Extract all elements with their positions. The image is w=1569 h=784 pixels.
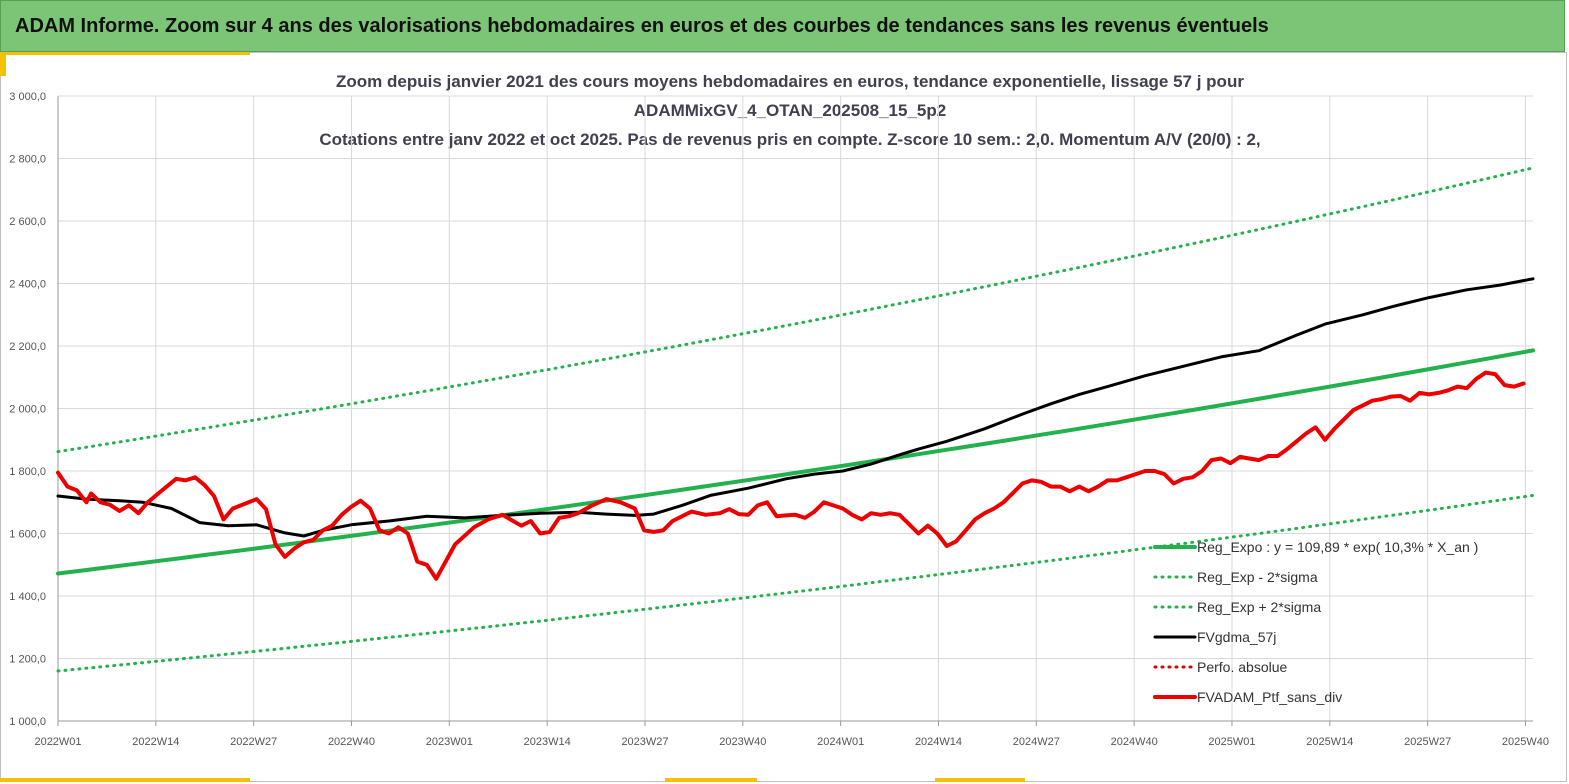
x-tick-label: 2024W27 <box>1013 736 1060 748</box>
x-tick-label: 2024W14 <box>915 736 962 748</box>
y-tick-label: 2 000,0 <box>9 404 46 416</box>
x-tick-label: 2025W27 <box>1404 736 1451 748</box>
accent-bar-bottom-left <box>0 778 250 782</box>
x-tick-label: 2022W40 <box>328 736 375 748</box>
y-tick-label: 2 400,0 <box>9 279 46 291</box>
legend-label-3: FVgdma_57j <box>1197 629 1276 645</box>
x-tick-label: 2025W14 <box>1306 736 1353 748</box>
chart-title-line-2: ADAMMixGV_4_OTAN_202508_15_5p2 <box>633 101 947 120</box>
x-tick-label: 2025W01 <box>1208 736 1255 748</box>
y-tick-label: 2 600,0 <box>9 216 46 228</box>
accent-bar-top <box>0 52 250 55</box>
chart-title-line-3: Cotations entre janv 2022 et oct 2025. P… <box>319 130 1261 149</box>
chart-title-line-1: Zoom depuis janvier 2021 des cours moyen… <box>336 72 1244 91</box>
x-tick-label: 2025W40 <box>1502 736 1549 748</box>
x-tick-label: 2023W27 <box>621 736 668 748</box>
x-tick-label: 2024W01 <box>817 736 864 748</box>
series-line-1 <box>56 493 1535 673</box>
x-tick-label: 2023W14 <box>524 736 571 748</box>
accent-bar-bottom-mid <box>665 778 757 782</box>
series-line-5 <box>56 370 1526 581</box>
x-tick-label: 2022W27 <box>230 736 277 748</box>
legend-label-2: Reg_Exp + 2*sigma <box>1197 599 1321 615</box>
accent-bar-top-left <box>0 52 6 76</box>
x-tick-label: 2022W01 <box>34 736 81 748</box>
legend-label-4: Perfo. absolue <box>1197 659 1287 675</box>
x-tick-label: 2024W40 <box>1111 736 1158 748</box>
legend-label-1: Reg_Exp - 2*sigma <box>1197 569 1318 585</box>
x-tick-label: 2023W40 <box>719 736 766 748</box>
legend-label-5: FVADAM_Ptf_sans_div <box>1197 689 1342 705</box>
y-tick-label: 1 000,0 <box>9 716 46 728</box>
accent-bar-bottom-right <box>935 778 1025 782</box>
y-tick-label: 1 600,0 <box>9 529 46 541</box>
y-tick-label: 3 000,0 <box>9 91 46 103</box>
x-tick-label: 2022W14 <box>132 736 179 748</box>
chart-frame <box>0 52 1567 782</box>
legend-label-0: Reg_Expo : y = 109,89 * exp( 10,3% * X_a… <box>1197 539 1478 555</box>
y-tick-label: 2 800,0 <box>9 154 46 166</box>
y-tick-label: 1 400,0 <box>9 591 46 603</box>
x-tick-label: 2023W01 <box>426 736 473 748</box>
header-banner: ADAM Informe. Zoom sur 4 ans des valoris… <box>0 0 1565 52</box>
series-line-2 <box>56 166 1535 454</box>
page-title: ADAM Informe. Zoom sur 4 ans des valoris… <box>15 15 1269 37</box>
y-tick-label: 1 800,0 <box>9 466 46 478</box>
y-tick-label: 1 200,0 <box>9 654 46 666</box>
series-line-3 <box>56 277 1535 538</box>
y-tick-label: 2 200,0 <box>9 341 46 353</box>
